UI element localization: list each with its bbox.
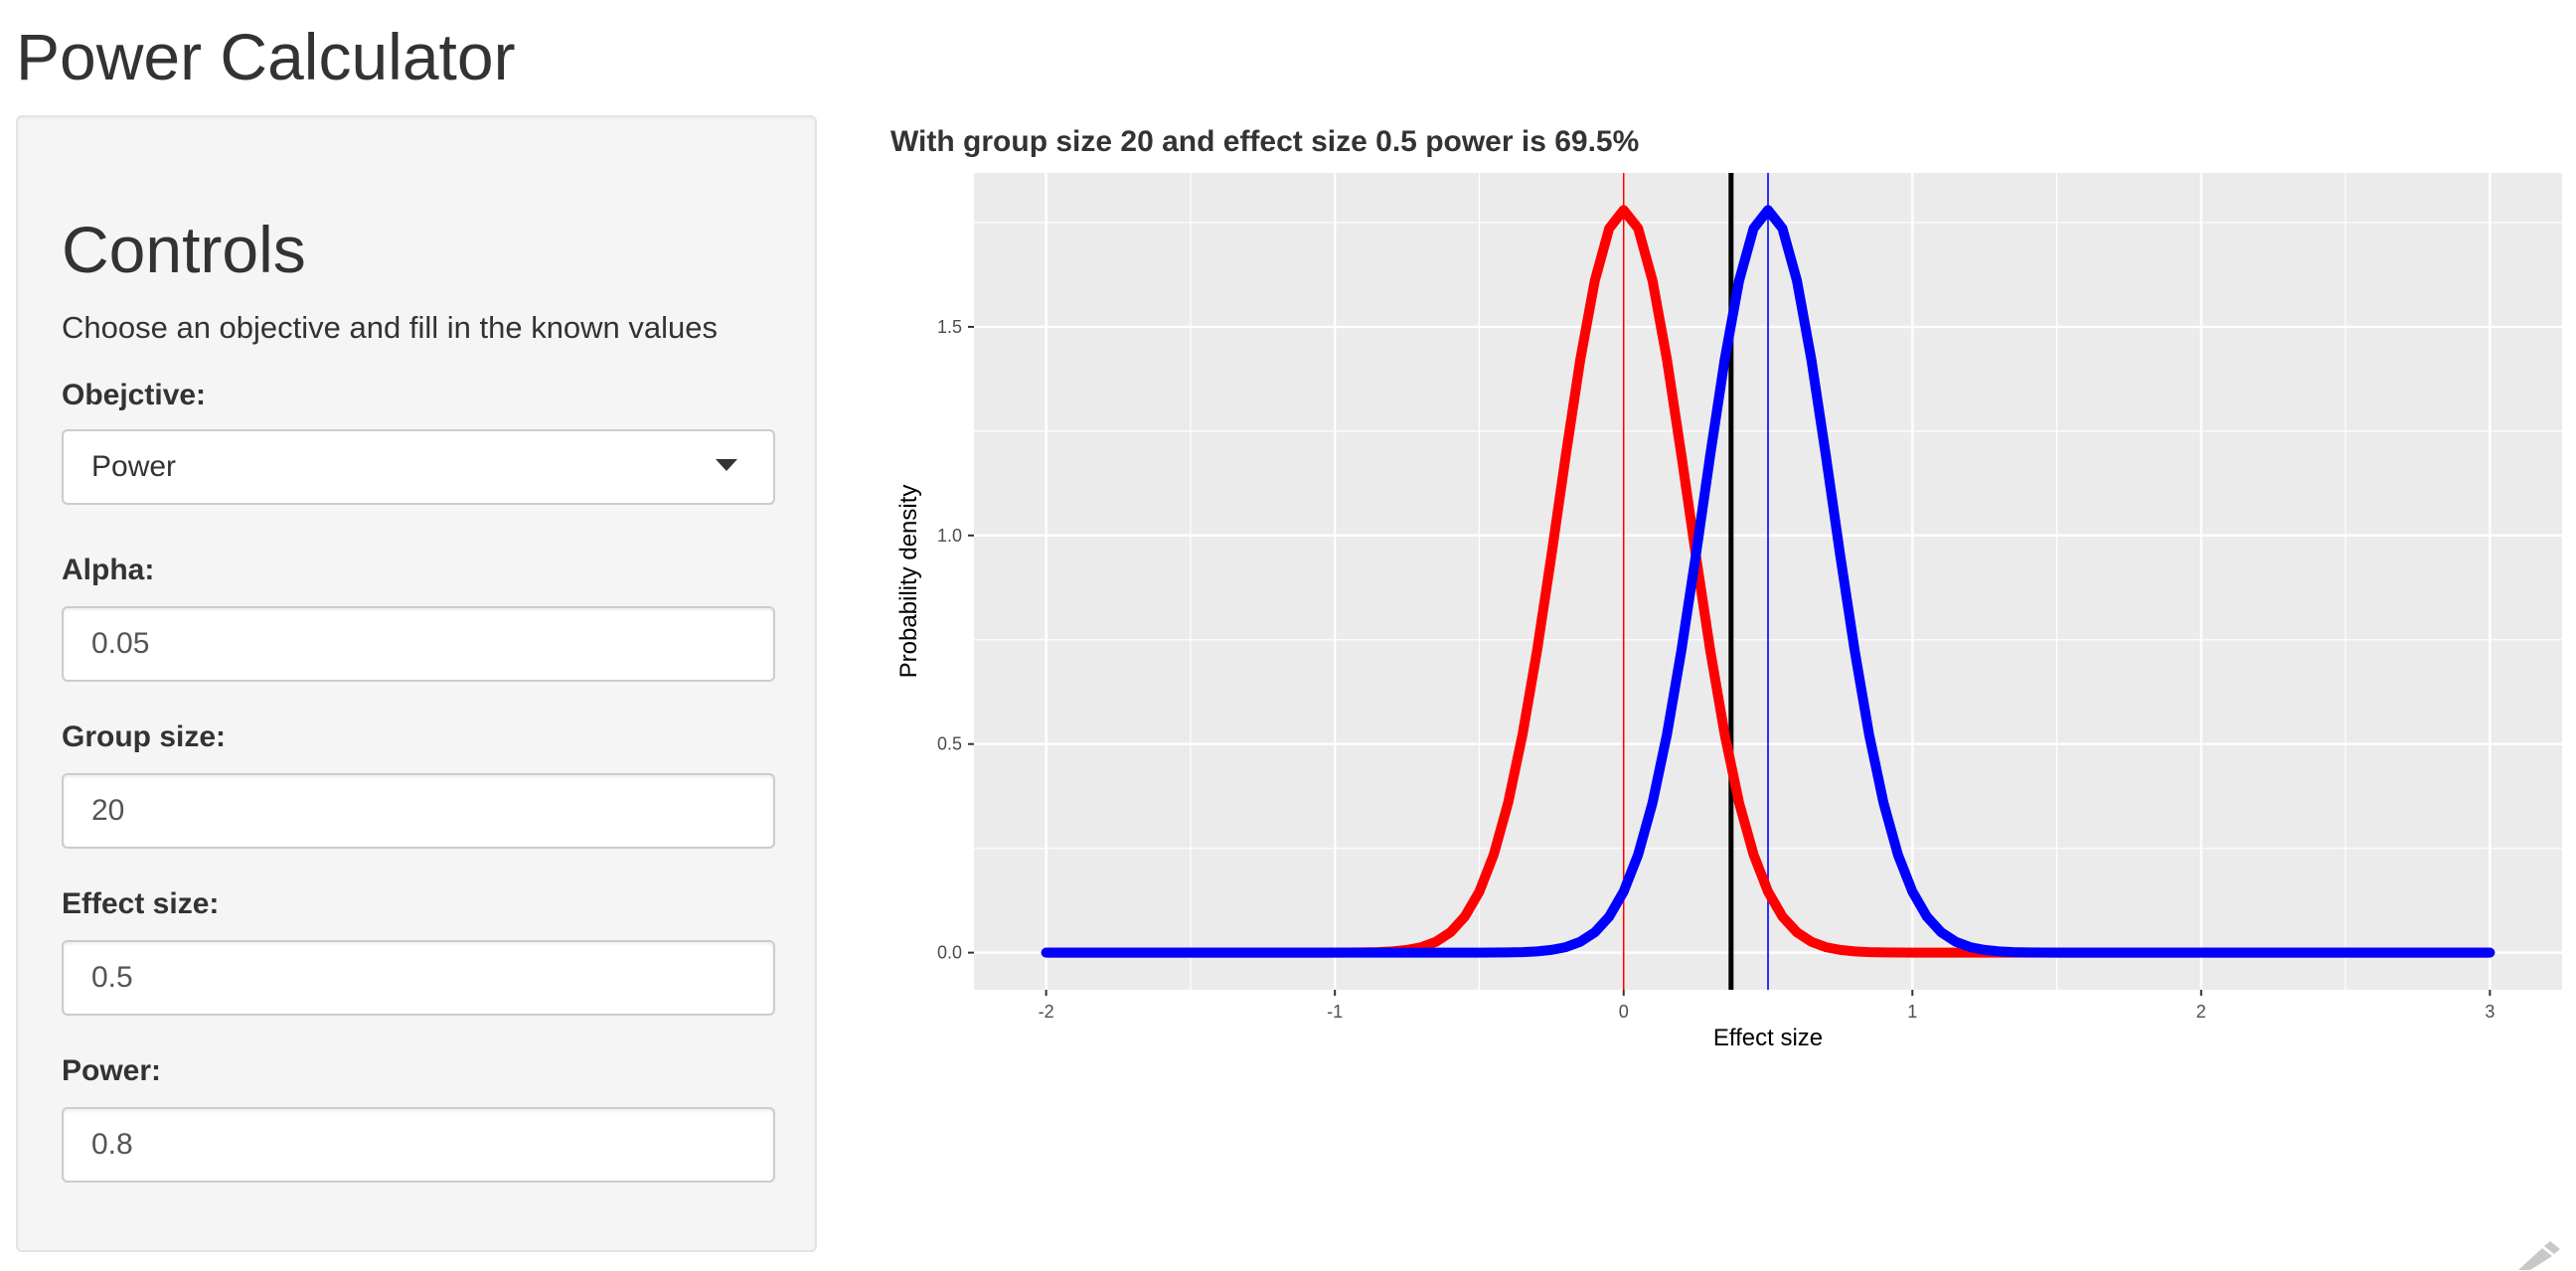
alpha-value: 0.05: [91, 627, 150, 660]
controls-description: Choose an objective and fill in the know…: [62, 310, 719, 345]
power-input[interactable]: 0.8: [62, 1107, 775, 1183]
group-size-input[interactable]: 20: [62, 773, 775, 849]
power-label: Power:: [62, 1054, 162, 1087]
objective-selected-value: Power: [91, 450, 177, 483]
x-tick-label: 2: [2196, 1002, 2206, 1022]
chart-title: With group size 20 and effect size 0.5 p…: [890, 125, 1639, 158]
effect-size-input[interactable]: 0.5: [62, 940, 775, 1016]
chevron-down-icon: [716, 459, 737, 471]
density-chart: With group size 20 and effect size 0.5 p…: [890, 125, 2562, 1051]
alpha-input[interactable]: 0.05: [62, 606, 775, 682]
x-axis-label: Effect size: [1713, 1025, 1823, 1051]
y-axis-label: Probability density: [895, 485, 922, 679]
controls-panel: Controls Choose an objective and fill in…: [16, 115, 817, 1252]
x-tick-label: -2: [1039, 1002, 1054, 1022]
page-title: Power Calculator: [16, 20, 516, 93]
x-tick-label: 0: [1619, 1002, 1629, 1022]
y-tick-label: 0.0: [937, 943, 962, 963]
density-curves: [1041, 205, 2496, 958]
power-plot: With group size 20 and effect size 0.5 p…: [875, 109, 2576, 1103]
controls-heading: Controls: [62, 213, 306, 286]
effect-size-value: 0.5: [91, 961, 133, 994]
effect-size-label: Effect size:: [62, 887, 220, 920]
objective-label: Obejctive:: [62, 379, 207, 411]
x-tick-label: 1: [1907, 1002, 1917, 1022]
y-tick-label: 0.5: [937, 734, 962, 754]
y-tick-label: 1.0: [937, 526, 962, 546]
density-curve: [1041, 205, 2496, 958]
pencil-icon: [2518, 1241, 2560, 1270]
y-tick-label: 1.5: [937, 317, 962, 337]
alpha-label: Alpha:: [62, 554, 155, 586]
axis-ticks: -2 -1 0 1 2 3 0.0 0.5 1.0 1.5: [937, 317, 2495, 1022]
x-tick-label: -1: [1327, 1002, 1343, 1022]
group-size-label: Group size:: [62, 720, 227, 753]
group-size-value: 20: [91, 794, 125, 827]
power-value: 0.8: [91, 1128, 133, 1161]
objective-select[interactable]: Power: [62, 429, 775, 505]
x-tick-label: 3: [2485, 1002, 2495, 1022]
